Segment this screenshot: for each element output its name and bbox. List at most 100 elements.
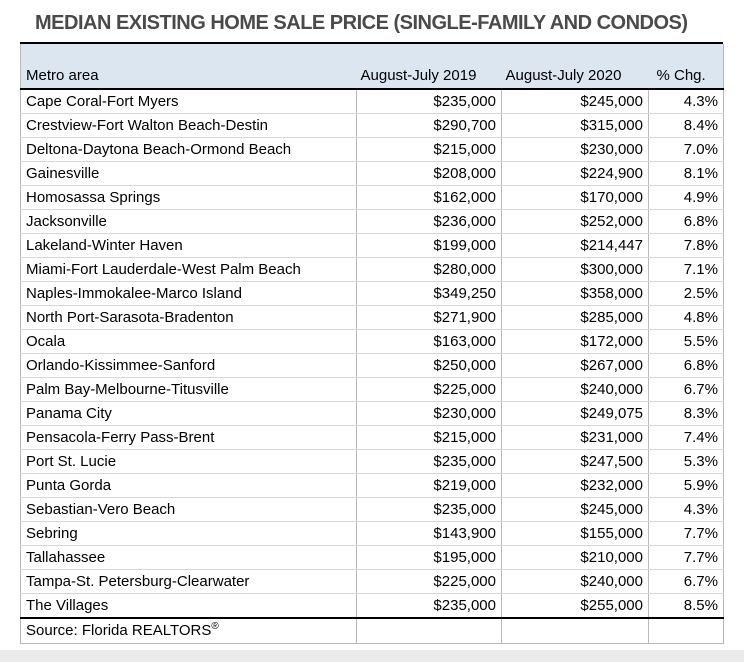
table-row: Homosassa Springs $162,000 $170,000 4.9% (20, 185, 724, 210)
cell-metro-area: Ocala (20, 329, 357, 354)
cell-price-2019: $225,000 (356, 377, 502, 402)
cell-price-2019: $215,000 (356, 137, 502, 162)
cell-price-2019: $143,900 (356, 521, 502, 546)
cell-percent-change: 8.1% (648, 161, 724, 186)
cell-price-2020: $358,000 (501, 281, 649, 306)
cell-price-2020: $224,900 (501, 161, 649, 186)
column-header-august-july-2020: August-July 2020 (501, 44, 649, 90)
table-row: Punta Gorda $219,000 $232,000 5.9% (20, 473, 724, 498)
cell-price-2020: $245,000 (501, 89, 649, 114)
cell-price-2020: $300,000 (501, 257, 649, 282)
source-empty-cell (501, 617, 649, 644)
cell-price-2020: $249,075 (501, 401, 649, 426)
cell-metro-area: Homosassa Springs (20, 185, 357, 210)
cell-price-2019: $195,000 (356, 545, 502, 570)
table-row: Deltona-Daytona Beach-Ormond Beach $215,0… (20, 137, 724, 162)
cell-price-2019: $235,000 (356, 89, 502, 114)
table-row: Sebring $143,900 $155,000 7.7% (20, 521, 724, 546)
cell-price-2019: $219,000 (356, 473, 502, 498)
cell-percent-change: 8.5% (648, 593, 724, 619)
table-row: Sebastian-Vero Beach $235,000 $245,000 4.3% (20, 497, 724, 522)
cell-price-2019: $162,000 (356, 185, 502, 210)
column-header-metro-area: Metro area (20, 44, 357, 90)
cell-metro-area: Miami-Fort Lauderdale-West Palm Beach (20, 257, 357, 282)
cell-price-2020: $285,000 (501, 305, 649, 330)
cell-percent-change: 4.3% (648, 497, 724, 522)
cell-price-2019: $215,000 (356, 425, 502, 450)
cell-metro-area: Tallahassee (20, 545, 357, 570)
cell-price-2020: $240,000 (501, 377, 649, 402)
source-empty-cell (648, 617, 724, 644)
table-row: Lakeland-Winter Haven $199,000 $214,447 7.8… (20, 233, 724, 258)
table-row: Miami-Fort Lauderdale-West Palm Beach $28… (20, 257, 724, 282)
median-home-price-table: Metro area August-July 2019 August-July … (20, 44, 724, 644)
cell-price-2020: $315,000 (501, 113, 649, 138)
cell-metro-area: Naples-Immokalee-Marco Island (20, 281, 357, 306)
table-footer: Source: Florida REALTORS® (20, 617, 724, 644)
cell-price-2020: $172,000 (501, 329, 649, 354)
cell-price-2019: $199,000 (356, 233, 502, 258)
cell-metro-area: Pensacola-Ferry Pass-Brent (20, 425, 357, 450)
cell-metro-area: Deltona-Daytona Beach-Ormond Beach (20, 137, 357, 162)
cell-percent-change: 7.4% (648, 425, 724, 450)
table-body: Cape Coral-Fort Myers $235,000 $245,000 4.3… (20, 89, 724, 619)
cell-price-2019: $235,000 (356, 593, 502, 619)
cell-metro-area: North Port-Sarasota-Bradenton (20, 305, 357, 330)
window-edge-strip (0, 650, 744, 662)
cell-price-2019: $280,000 (356, 257, 502, 282)
source-cell: Source: Florida REALTORS® (20, 617, 357, 644)
cell-price-2020: $210,000 (501, 545, 649, 570)
table-row: Tallahassee $195,000 $210,000 7.7% (20, 545, 724, 570)
table-row: Palm Bay-Melbourne-Titusville $225,000 $24… (20, 377, 724, 402)
cell-price-2020: $255,000 (501, 593, 649, 619)
cell-percent-change: 5.3% (648, 449, 724, 474)
table-header: Metro area August-July 2019 August-July … (20, 44, 724, 90)
cell-percent-change: 6.7% (648, 377, 724, 402)
cell-percent-change: 7.7% (648, 521, 724, 546)
cell-price-2020: $245,000 (501, 497, 649, 522)
title-block: MEDIAN EXISTING HOME SALE PRICE (SINGLE-… (20, 0, 723, 44)
cell-price-2020: $232,000 (501, 473, 649, 498)
cell-price-2019: $208,000 (356, 161, 502, 186)
cell-price-2019: $236,000 (356, 209, 502, 234)
home-price-table-sheet: MEDIAN EXISTING HOME SALE PRICE (SINGLE-… (20, 0, 724, 644)
cell-percent-change: 7.1% (648, 257, 724, 282)
cell-price-2020: $214,447 (501, 233, 649, 258)
cell-percent-change: 7.7% (648, 545, 724, 570)
cell-price-2019: $235,000 (356, 449, 502, 474)
table-row: Panama City $230,000 $249,075 8.3% (20, 401, 724, 426)
cell-metro-area: Cape Coral-Fort Myers (20, 89, 357, 114)
cell-percent-change: 8.4% (648, 113, 724, 138)
cell-price-2019: $225,000 (356, 569, 502, 594)
cell-metro-area: Port St. Lucie (20, 449, 357, 474)
cell-percent-change: 2.5% (648, 281, 724, 306)
table-title: MEDIAN EXISTING HOME SALE PRICE (SINGLE-… (35, 12, 688, 34)
table-row: Tampa-St. Petersburg-Clearwater $225,000 $… (20, 569, 724, 594)
cell-price-2019: $230,000 (356, 401, 502, 426)
source-empty-cell (356, 617, 502, 644)
cell-percent-change: 4.3% (648, 89, 724, 114)
table-row: North Port-Sarasota-Bradenton $271,900 $28… (20, 305, 724, 330)
cell-metro-area: Lakeland-Winter Haven (20, 233, 357, 258)
cell-metro-area: Panama City (20, 401, 357, 426)
source-label: Source: Florida REALTORS (26, 622, 212, 639)
cell-price-2020: $170,000 (501, 185, 649, 210)
cell-price-2020: $240,000 (501, 569, 649, 594)
table-row: Crestview-Fort Walton Beach-Destin $290,7… (20, 113, 724, 138)
cell-percent-change: 5.9% (648, 473, 724, 498)
cell-percent-change: 4.9% (648, 185, 724, 210)
cell-metro-area: Crestview-Fort Walton Beach-Destin (20, 113, 357, 138)
table-row: Pensacola-Ferry Pass-Brent $215,000 $231,0… (20, 425, 724, 450)
cell-metro-area: Orlando-Kissimmee-Sanford (20, 353, 357, 378)
cell-metro-area: Sebastian-Vero Beach (20, 497, 357, 522)
cell-price-2020: $247,500 (501, 449, 649, 474)
table-row: Ocala $163,000 $172,000 5.5% (20, 329, 724, 354)
table-row: Orlando-Kissimmee-Sanford $250,000 $267,00… (20, 353, 724, 378)
cell-percent-change: 4.8% (648, 305, 724, 330)
table-row: The Villages $235,000 $255,000 8.5% (20, 593, 724, 619)
cell-metro-area: Palm Bay-Melbourne-Titusville (20, 377, 357, 402)
column-header-percent-change: % Chg. (648, 44, 724, 90)
cell-percent-change: 5.5% (648, 329, 724, 354)
table-row: Jacksonville $236,000 $252,000 6.8% (20, 209, 724, 234)
cell-percent-change: 6.8% (648, 209, 724, 234)
